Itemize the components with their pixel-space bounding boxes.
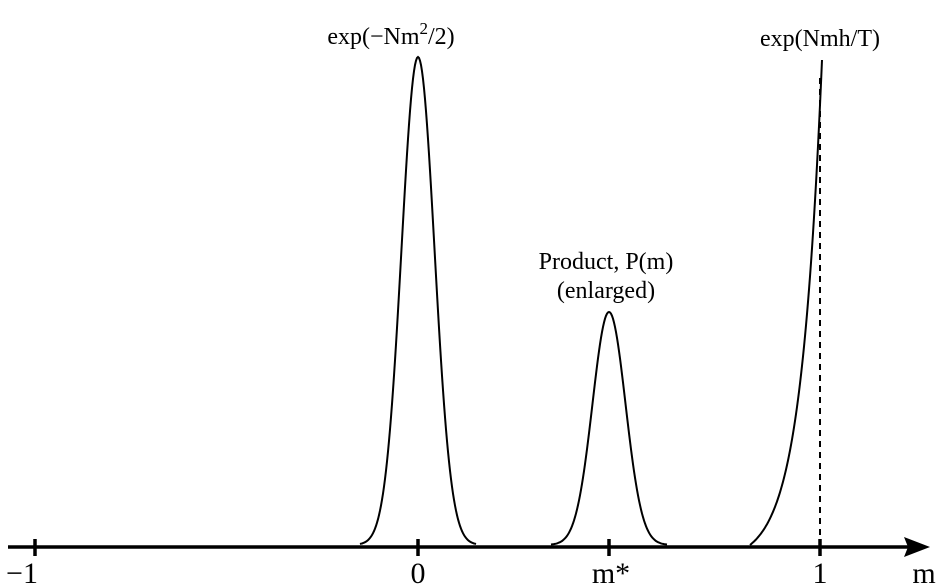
- gaussian-curve: [359, 55, 477, 545]
- tick-label-minus-one: −1: [6, 557, 38, 586]
- product-curve-label-line1: Product, P(m): [539, 249, 674, 275]
- gaussian-label-superscript: 2: [420, 19, 429, 38]
- tick-label-zero: 0: [411, 557, 426, 586]
- product-curve: [550, 310, 668, 546]
- gaussian-label-base: exp(−Nm: [327, 24, 420, 50]
- gaussian-curve-label: exp(−Nm2/2): [327, 19, 454, 50]
- tick-label-m-star: m*: [592, 557, 630, 586]
- tick-label-one: 1: [813, 557, 828, 586]
- product-curve-label-line2: (enlarged): [557, 278, 655, 304]
- exponential-curve-label: exp(Nmh/T): [760, 26, 880, 52]
- gaussian-label-tail: /2): [428, 24, 455, 50]
- axis-variable-label: m: [912, 557, 935, 586]
- axis-arrowhead: [904, 537, 930, 557]
- exponential-curve: [749, 59, 823, 546]
